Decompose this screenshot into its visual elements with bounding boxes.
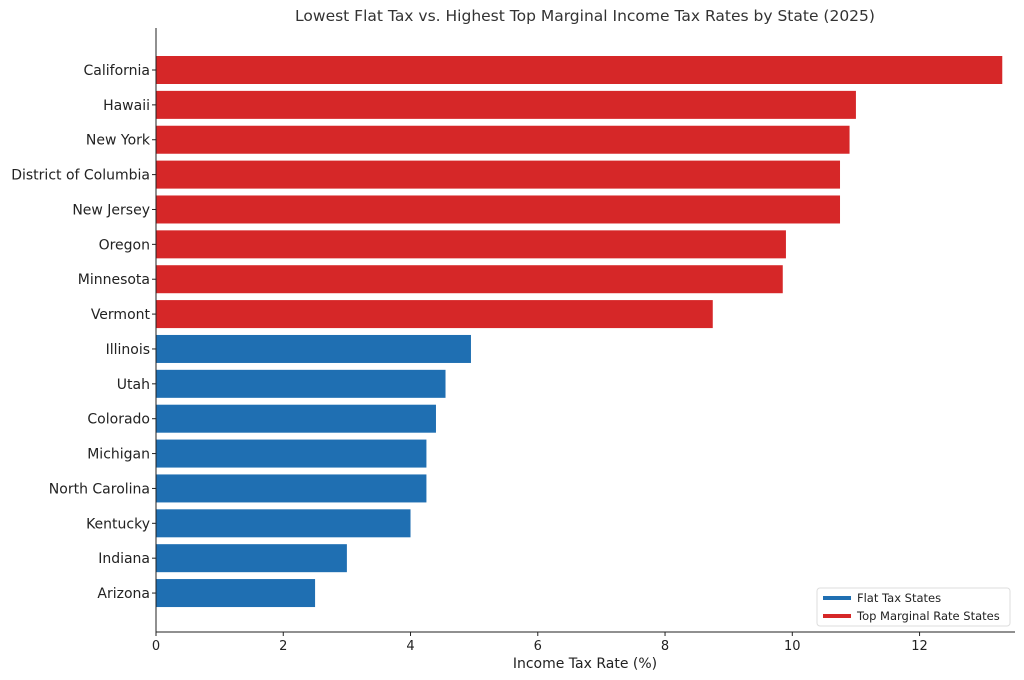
y-tick-label-arizona: Arizona xyxy=(97,586,150,602)
bar-oregon xyxy=(156,230,786,259)
bar-california xyxy=(156,56,1003,84)
bar-new-jersey xyxy=(156,195,841,224)
x-tick-label: 12 xyxy=(911,639,928,654)
x-tick-label: 6 xyxy=(534,639,542,654)
x-axis-label: Income Tax Rate (%) xyxy=(513,656,657,672)
legend: Flat Tax States Top Marginal Rate States xyxy=(816,587,1011,627)
y-tick-label-oregon: Oregon xyxy=(99,237,150,253)
y-tick-label-michigan: Michigan xyxy=(87,447,150,463)
legend-swatch xyxy=(823,596,851,600)
y-tick-label-california: California xyxy=(84,63,150,79)
x-tick-label: 10 xyxy=(784,639,801,654)
y-tick-label-north-carolina: North Carolina xyxy=(49,481,150,497)
y-tick-label-indiana: Indiana xyxy=(98,551,150,567)
y-tick-label-minnesota: Minnesota xyxy=(78,272,150,288)
x-tick-label: 2 xyxy=(279,639,287,654)
legend-frame xyxy=(816,587,1011,627)
bar-michigan xyxy=(156,439,427,468)
chart-title: Lowest Flat Tax vs. Highest Top Marginal… xyxy=(295,7,875,25)
y-tick-label-new-jersey: New Jersey xyxy=(72,202,150,218)
bar-colorado xyxy=(156,404,436,433)
bar-kentucky xyxy=(156,509,411,538)
bar-new-york xyxy=(156,125,850,154)
y-tick-label-vermont: Vermont xyxy=(91,307,151,323)
x-tick-label: 0 xyxy=(152,639,160,654)
x-tick-label: 4 xyxy=(406,639,414,654)
y-tick-label-colorado: Colorado xyxy=(87,412,150,428)
bar-utah xyxy=(156,369,446,398)
bar-hawaii xyxy=(156,90,856,119)
y-tick-label-kentucky: Kentucky xyxy=(86,516,150,532)
bar-indiana xyxy=(156,544,347,573)
y-tick-label-new-york: New York xyxy=(86,133,151,149)
bar-north-carolina xyxy=(156,474,427,503)
legend-swatch xyxy=(823,614,851,618)
y-tick-label-district-of-columbia: District of Columbia xyxy=(11,168,150,184)
bar-district-of-columbia xyxy=(156,160,841,189)
x-tick-label: 8 xyxy=(661,639,669,654)
y-tick-label-illinois: Illinois xyxy=(106,342,150,358)
bar-vermont xyxy=(156,300,713,329)
bar-arizona xyxy=(156,579,316,608)
bars-group xyxy=(156,56,1003,608)
bar-illinois xyxy=(156,334,471,363)
y-tick-label-hawaii: Hawaii xyxy=(103,98,150,114)
legend-label: Top Marginal Rate States xyxy=(856,609,1000,623)
y-tick-label-utah: Utah xyxy=(117,377,150,393)
x-axis: 0 2 4 6 8 10 12 xyxy=(152,631,1015,654)
y-tick-labels: California Hawaii New York District of Colu… xyxy=(11,63,156,602)
legend-label: Flat Tax States xyxy=(857,591,941,605)
bar-minnesota xyxy=(156,265,783,294)
